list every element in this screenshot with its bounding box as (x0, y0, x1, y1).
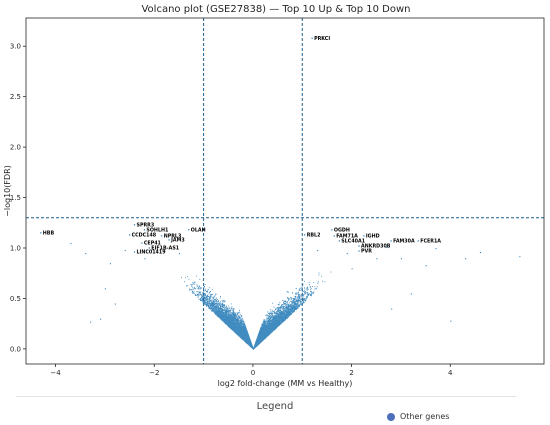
gene-point (311, 37, 313, 39)
gene-point (358, 245, 360, 247)
y-tick-label: 0.0 (10, 345, 21, 353)
gene-point (188, 229, 190, 231)
gene-label: CCDC148 (132, 233, 157, 239)
gene-point (417, 240, 419, 242)
gene-label: FAM71A (336, 234, 358, 240)
legend-divider (16, 396, 516, 397)
y-axis-ticks: 0.0 0.5 1.0 1.5 2.0 2.5 3.0 (10, 43, 26, 353)
gene-label: ANKRD30B (361, 244, 391, 250)
gene-point (358, 250, 360, 252)
gene-point (148, 247, 150, 249)
y-tick-label: 0.5 (10, 295, 21, 303)
gene-point (363, 235, 365, 237)
y-tick-label: 3.0 (10, 43, 21, 51)
gene-point (143, 229, 145, 231)
chart-title: Volcano plot (GSE27838) — Top 10 Up & To… (141, 4, 410, 15)
y-tick-label: 2.0 (10, 144, 21, 152)
gene-point (129, 234, 131, 236)
gene-point (331, 229, 333, 231)
gene-label: JAM3 (170, 238, 185, 244)
gene-label: SOHLH1 (146, 227, 168, 233)
gene-label: OLAH (191, 227, 206, 233)
y-axis-label: −log10(FDR) (3, 165, 12, 217)
gene-label: HBB (43, 231, 55, 237)
gene-point (338, 240, 340, 242)
gene-label: EIF1B-AS1 (151, 246, 179, 252)
gene-point (390, 240, 392, 242)
gene-point (133, 251, 136, 253)
gene-label: SLC40A1 (341, 239, 365, 245)
gene-point (161, 235, 163, 237)
legend: Legend Other genes (0, 396, 550, 425)
other-genes-scatter (70, 243, 521, 350)
gene-label: CEP41 (144, 241, 161, 247)
gene-label: IGHD (366, 234, 380, 240)
legend-title: Legend (256, 401, 294, 412)
legend-entry-other-genes[interactable]: Other genes (387, 412, 449, 421)
y-tick-label: 2.5 (10, 93, 21, 101)
gene-point (168, 239, 170, 241)
plot-frame (25, 17, 545, 365)
gene-label: FCER1A (420, 239, 441, 245)
gene-point (133, 224, 136, 226)
gene-point (40, 232, 42, 234)
gene-label: PVR (361, 249, 372, 255)
x-tick-label: 2 (349, 369, 353, 377)
legend-label: Other genes (400, 412, 450, 421)
y-tick-label: 1.5 (10, 194, 21, 202)
gene-label: FAM30A (393, 239, 415, 245)
x-tick-label: 0 (251, 369, 255, 377)
gene-point (141, 242, 143, 244)
gene-point (333, 235, 335, 237)
gene-label: LINC01419 (137, 250, 167, 256)
gene-label: SPRR3 (137, 222, 155, 228)
volcano-chart: Volcano plot (GSE27838) — Top 10 Up & To… (3, 4, 545, 388)
x-tick-label: −2 (149, 369, 159, 377)
x-axis-ticks: −4 −2 0 2 4 (50, 364, 453, 377)
x-tick-label: 4 (448, 369, 453, 377)
gene-point (304, 234, 306, 236)
threshold-lines (26, 18, 544, 364)
x-tick-label: −4 (50, 369, 61, 377)
gene-label: RBL2 (307, 233, 321, 239)
other-genes-points (70, 243, 521, 350)
gene-label: OGDH (334, 227, 350, 233)
x-axis-label: log2 fold-change (MM vs Healthy) (218, 379, 353, 388)
gene-label: PRKCI (314, 36, 330, 42)
y-tick-label: 1.0 (10, 244, 21, 252)
gene-label: NPRL3 (164, 234, 182, 240)
legend-marker-icon (387, 412, 395, 421)
